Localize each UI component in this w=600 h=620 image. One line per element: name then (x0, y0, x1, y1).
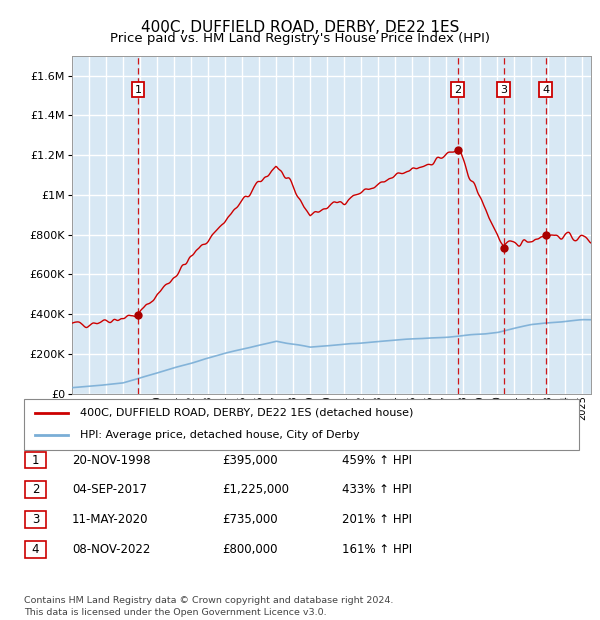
Text: £735,000: £735,000 (222, 513, 278, 526)
Text: 08-NOV-2022: 08-NOV-2022 (72, 543, 151, 556)
FancyBboxPatch shape (25, 541, 46, 558)
Text: £1,225,000: £1,225,000 (222, 484, 289, 496)
Text: 3: 3 (500, 84, 507, 95)
Text: 2: 2 (32, 484, 39, 496)
Text: £395,000: £395,000 (222, 454, 278, 466)
Text: 4: 4 (32, 543, 39, 556)
Text: £800,000: £800,000 (222, 543, 277, 556)
Text: 2: 2 (454, 84, 461, 95)
Text: 4: 4 (542, 84, 549, 95)
Text: 400C, DUFFIELD ROAD, DERBY, DE22 1ES: 400C, DUFFIELD ROAD, DERBY, DE22 1ES (141, 20, 459, 35)
Text: 3: 3 (32, 513, 39, 526)
Text: 20-NOV-1998: 20-NOV-1998 (72, 454, 151, 466)
Text: Contains HM Land Registry data © Crown copyright and database right 2024.
This d: Contains HM Land Registry data © Crown c… (24, 596, 394, 617)
FancyBboxPatch shape (24, 399, 579, 450)
Text: 161% ↑ HPI: 161% ↑ HPI (342, 543, 412, 556)
Text: Price paid vs. HM Land Registry's House Price Index (HPI): Price paid vs. HM Land Registry's House … (110, 32, 490, 45)
Text: 11-MAY-2020: 11-MAY-2020 (72, 513, 149, 526)
FancyBboxPatch shape (25, 451, 46, 469)
FancyBboxPatch shape (25, 481, 46, 498)
Text: 1: 1 (32, 454, 39, 466)
FancyBboxPatch shape (25, 511, 46, 528)
Text: 459% ↑ HPI: 459% ↑ HPI (342, 454, 412, 466)
Text: 433% ↑ HPI: 433% ↑ HPI (342, 484, 412, 496)
Text: 201% ↑ HPI: 201% ↑ HPI (342, 513, 412, 526)
Text: 1: 1 (134, 84, 142, 95)
Text: 04-SEP-2017: 04-SEP-2017 (72, 484, 147, 496)
Text: HPI: Average price, detached house, City of Derby: HPI: Average price, detached house, City… (79, 430, 359, 440)
Text: 400C, DUFFIELD ROAD, DERBY, DE22 1ES (detached house): 400C, DUFFIELD ROAD, DERBY, DE22 1ES (de… (79, 408, 413, 418)
